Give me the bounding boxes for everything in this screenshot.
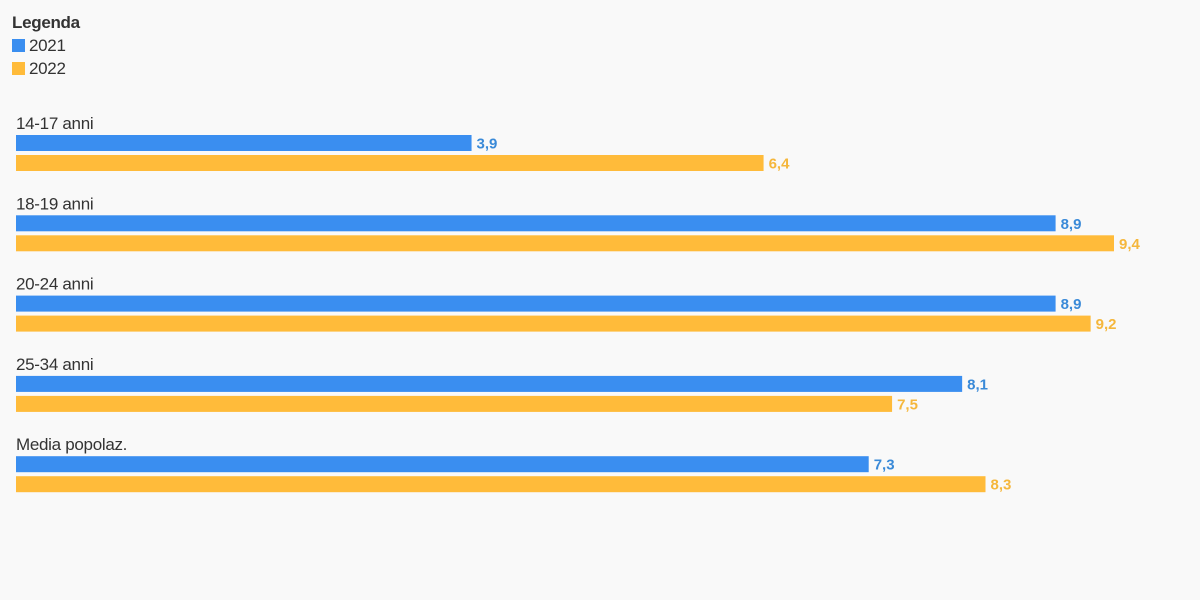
bar-2021-20-24-anni: [16, 295, 1056, 312]
bar-2021-18-19-anni: [16, 215, 1056, 232]
value-label-2021-20-24-anni: 8,9: [1061, 296, 1082, 313]
value-label-2021-18-19-anni: 8,9: [1061, 216, 1082, 233]
category-label-18-19-anni: 18-19 anni: [16, 194, 93, 213]
legend-swatch-2021: [12, 39, 25, 52]
bar-2021-14-17-anni: [16, 135, 472, 151]
value-label-2022-14-17-anni: 6,4: [769, 156, 791, 173]
bar-2022-25-34-anni: [16, 395, 893, 412]
category-label-20-24-anni: 20-24 anni: [16, 275, 93, 294]
legend-label-2021: 2021: [29, 35, 66, 55]
bar-2022-14-17-anni: [16, 155, 764, 171]
category-label-25-34-anni: 25-34 anni: [16, 355, 93, 374]
legend-label-2022: 2022: [29, 58, 66, 78]
bar-2022-media-popolaz: [16, 476, 986, 493]
value-label-2022-25-34-anni: 7,5: [897, 396, 918, 413]
value-label-2021-media-popolaz: 7,3: [874, 457, 895, 474]
legend: Legenda 2021 2022: [12, 12, 80, 80]
value-label-2022-media-popolaz: 8,3: [991, 477, 1012, 494]
category-label-14-17-anni: 14-17 anni: [16, 114, 93, 133]
legend-item-2022: 2022: [12, 57, 80, 80]
value-label-2021-25-34-anni: 8,1: [967, 376, 988, 393]
value-label-2021-14-17-anni: 3,9: [477, 136, 498, 153]
bar-2021-media-popolaz: [16, 456, 869, 473]
value-label-2022-20-24-anni: 9,2: [1096, 316, 1117, 333]
legend-item-2021: 2021: [12, 34, 80, 57]
bar-2022-18-19-anni: [16, 235, 1114, 252]
value-label-2022-18-19-anni: 9,4: [1119, 236, 1141, 253]
legend-swatch-2022: [12, 62, 25, 75]
legend-title: Legenda: [12, 13, 80, 32]
bar-2022-20-24-anni: [16, 315, 1091, 332]
bar-2021-25-34-anni: [16, 375, 963, 392]
category-label-media-popolaz: Media popolaz.: [16, 435, 127, 454]
